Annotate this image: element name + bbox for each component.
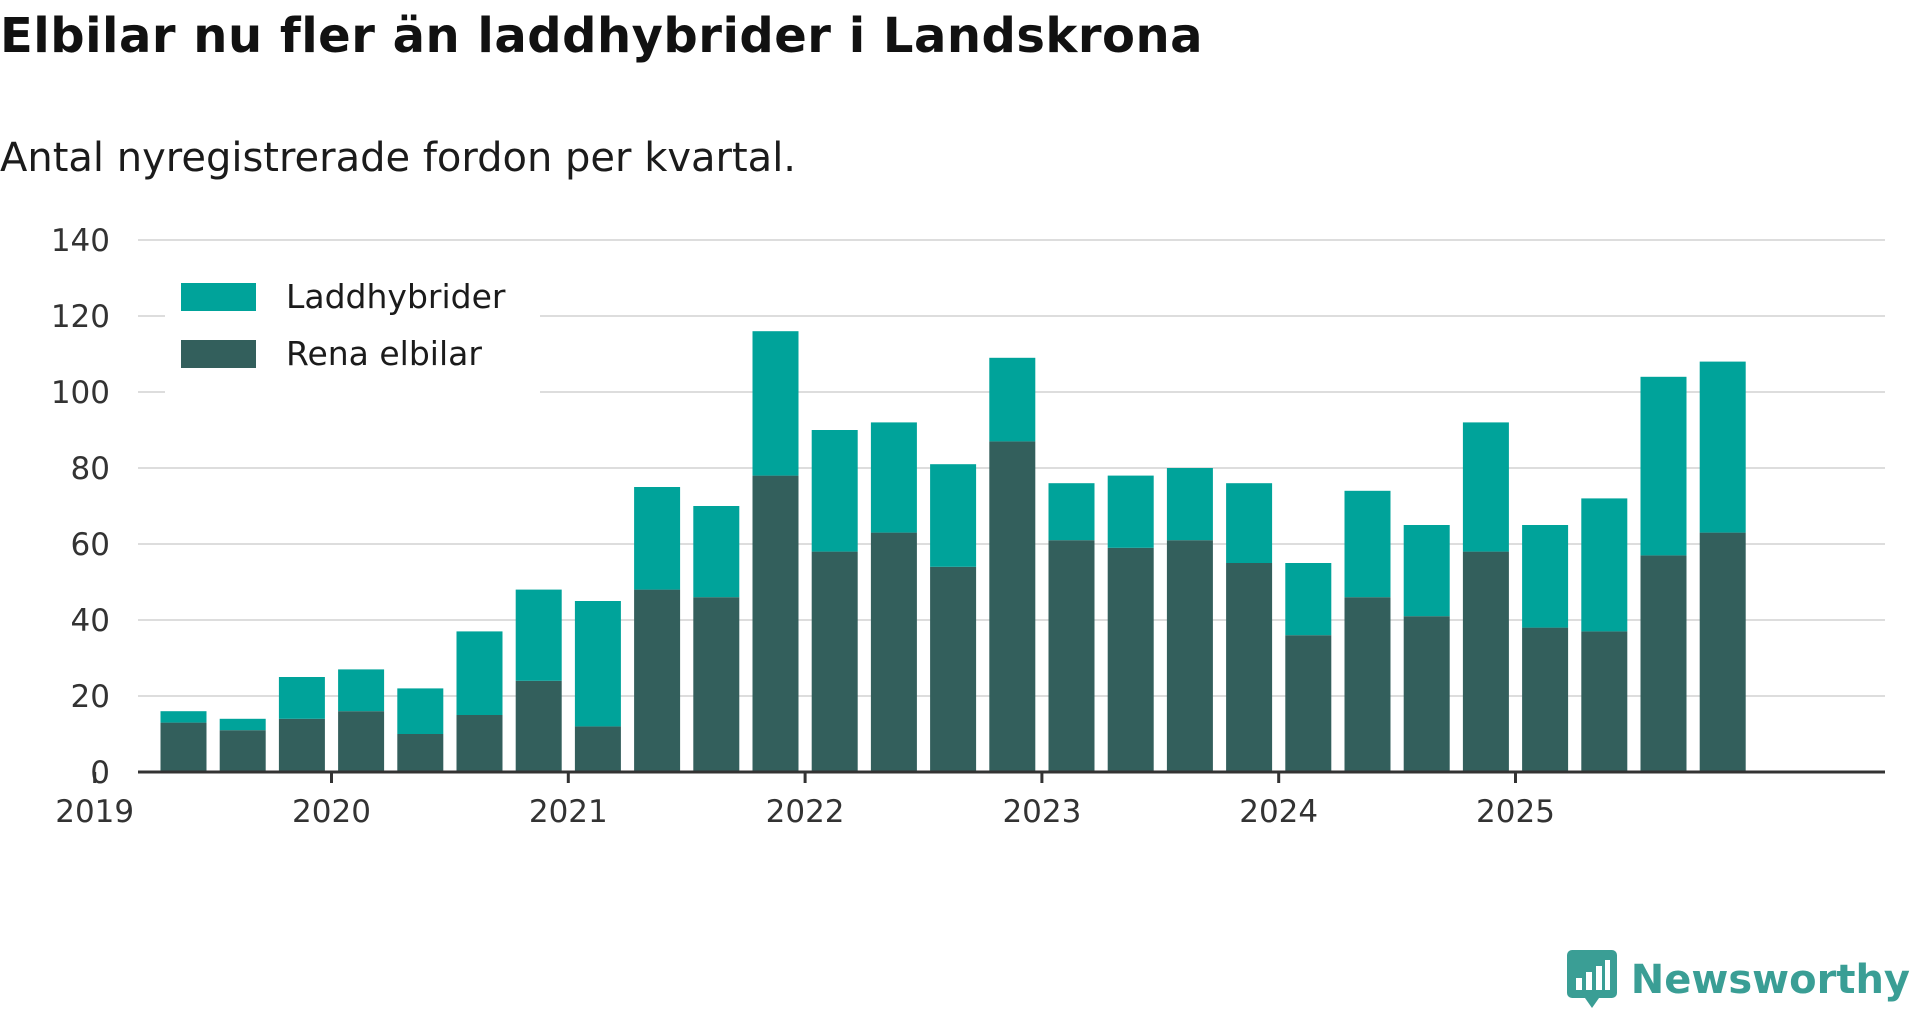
bar-rena-elbilar [1285,635,1332,772]
bar-laddhybrider [693,506,740,598]
bar-rena-elbilar [989,441,1036,772]
x-tick-label: 2021 [529,794,608,830]
brand-name: Newsworthy [1630,957,1910,1003]
bar-rena-elbilar [1107,547,1154,772]
bar-rena-elbilar [219,730,266,772]
bar-laddhybrider [989,357,1036,442]
legend-label-laddhybrider: Laddhybrider [286,277,506,316]
y-tick-label: 80 [71,451,110,487]
y-tick-label: 140 [51,223,110,259]
bar-laddhybrider [397,688,444,734]
bar-laddhybrider [456,631,503,715]
bar-laddhybrider [870,422,917,533]
bar-rena-elbilar [634,589,681,772]
bar-rena-elbilar [1048,540,1095,772]
bar-rena-elbilar [1640,555,1687,772]
bar-laddhybrider [634,487,681,590]
bar-rena-elbilar [870,532,917,772]
bar-rena-elbilar [1581,631,1628,772]
bar-laddhybrider [1166,468,1213,541]
legend-swatch-laddhybrider [181,283,256,311]
legend-swatch-rena-elbilar [181,340,256,368]
bar-laddhybrider [338,669,385,712]
x-tick-label: 2019 [55,794,134,830]
bar-laddhybrider [1344,490,1391,598]
bar-rena-elbilar [456,715,503,772]
bar-laddhybrider [1522,525,1569,628]
bar-laddhybrider [574,601,621,727]
bar-rena-elbilar [160,722,207,772]
chart-title: Elbilar nu fler än laddhybrider i Landsk… [0,8,1204,64]
x-axis-ticks: 2019 2020 2021 2022 2023 2024 2025 [55,772,1555,830]
bar-laddhybrider [752,331,799,476]
bar-laddhybrider [1048,483,1095,541]
bar-laddhybrider [1107,475,1154,548]
legend: Laddhybrider Rena elbilar [165,268,540,393]
x-tick-label: 2025 [1476,794,1555,830]
y-tick-label: 60 [71,527,110,563]
bar-laddhybrider [278,677,325,719]
bar-rena-elbilar [1166,540,1213,772]
bar-laddhybrider [1285,563,1332,636]
bar-rena-elbilar [1699,532,1746,772]
bar-rena-elbilar [1403,616,1450,772]
x-tick-label: 2024 [1239,794,1318,830]
bar-laddhybrider [219,718,266,731]
bar-laddhybrider [1581,498,1628,632]
y-tick-label: 120 [51,299,110,335]
bar-rena-elbilar [338,711,385,772]
legend-label-rena-elbilar: Rena elbilar [286,334,482,373]
bar-laddhybrider [811,430,858,552]
bar-rena-elbilar [397,734,444,772]
bar-rena-elbilar [693,597,740,772]
bar-rena-elbilar [278,718,325,772]
bar-rena-elbilar [574,726,621,772]
bar-rena-elbilar [930,566,977,772]
bar-laddhybrider [160,711,207,723]
bar-laddhybrider [930,464,977,567]
bar-rena-elbilar [1522,627,1569,772]
x-tick-label: 2023 [1002,794,1081,830]
brand: Newsworthy [1566,950,1910,1010]
bar-laddhybrider [1640,376,1687,556]
bar-laddhybrider [1403,525,1450,617]
bar-rena-elbilar [1462,551,1509,772]
bar-rena-elbilar [752,475,799,772]
bar-rena-elbilar [1344,597,1391,772]
bar-laddhybrider [1462,422,1509,552]
bar-rena-elbilar [1226,563,1273,772]
y-tick-label: 40 [71,603,110,639]
x-tick-label: 2020 [292,794,371,830]
newsworthy-logo-icon [1566,950,1617,1008]
x-tick-label: 2022 [766,794,845,830]
y-tick-label: 20 [71,679,110,715]
bar-laddhybrider [1226,483,1273,563]
bar-laddhybrider [1699,361,1746,533]
bars [160,331,1746,772]
bar-rena-elbilar [515,680,562,772]
chart-subtitle: Antal nyregistrerade fordon per kvartal. [0,135,797,181]
bar-rena-elbilar [811,551,858,772]
y-tick-label: 100 [51,375,110,411]
bar-laddhybrider [515,589,562,681]
